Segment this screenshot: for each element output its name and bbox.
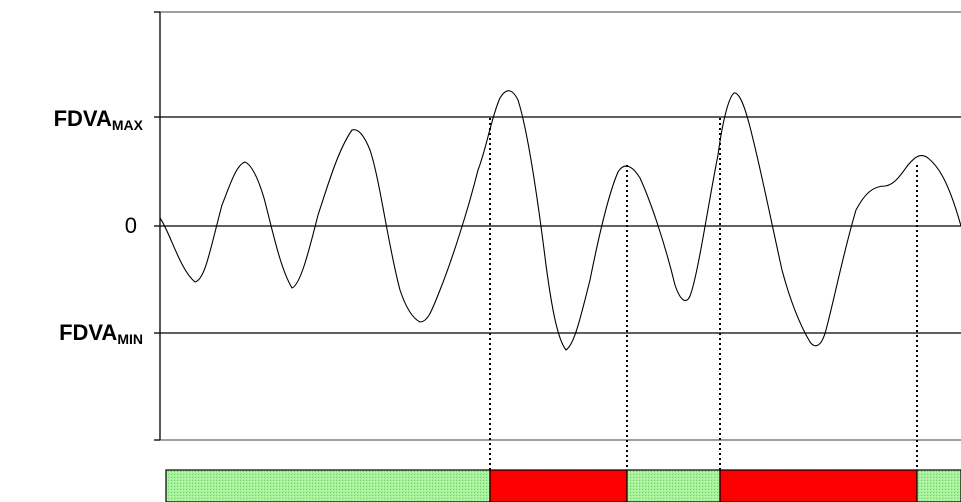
state-bar: [165, 469, 961, 502]
zero-label-text: 0: [124, 213, 137, 238]
segment-normal-3: [916, 469, 961, 502]
fdva-max-label: FDVAMAX: [53, 106, 143, 133]
segment-alarm-1: [489, 469, 628, 502]
fdva-max-label-main: FDVA: [53, 106, 112, 131]
signal-waveform: [159, 90, 961, 351]
segment-alarm-2: [719, 469, 918, 502]
segment-normal-1: [165, 469, 491, 502]
fdva-min-label-main: FDVA: [59, 320, 118, 345]
segment-normal-2: [626, 469, 721, 502]
fdva-max-label-sub: MAX: [111, 117, 143, 133]
fdva-min-label-sub: MIN: [117, 331, 143, 347]
fdva-min-label: FDVAMIN: [59, 320, 143, 347]
zero-label: 0: [125, 215, 137, 237]
